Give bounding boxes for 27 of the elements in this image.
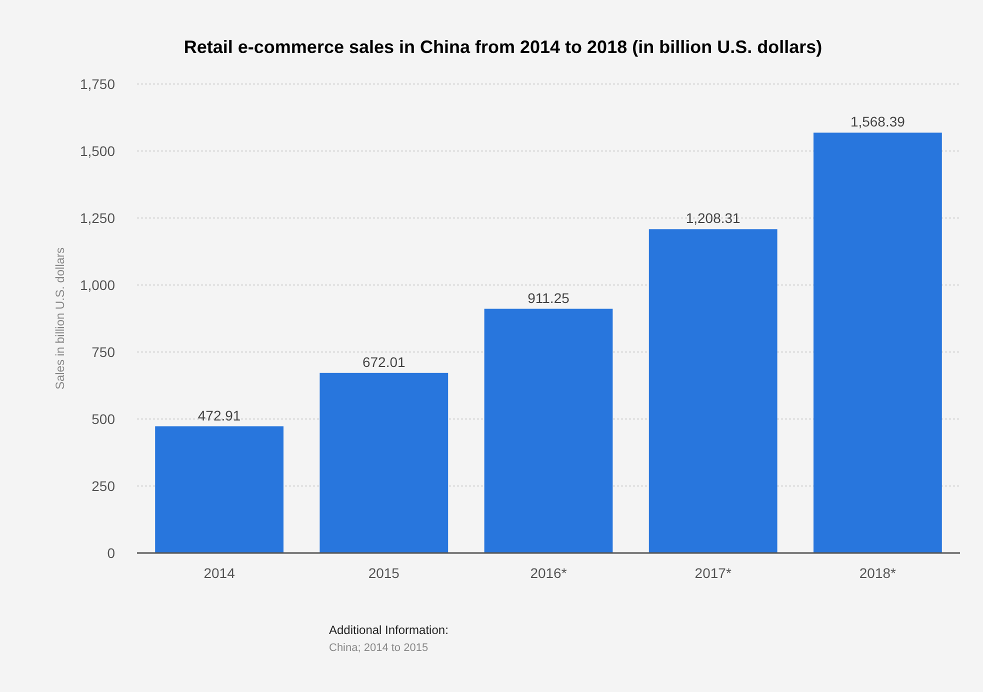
y-tick-label: 1,500: [80, 142, 116, 159]
y-tick-label: 750: [92, 344, 116, 360]
y-axis-title: Sales in billion U.S. dollars: [53, 247, 67, 390]
x-tick-label: 2018*: [859, 565, 897, 581]
x-tick-label: 2014: [204, 565, 236, 581]
x-tick-label: 2016*: [530, 565, 568, 581]
bar: [484, 308, 613, 553]
data-label: 472.91: [198, 407, 241, 424]
bar: [814, 132, 942, 553]
text: Additional Information:: [329, 623, 448, 637]
bar: [648, 229, 778, 553]
x-tick-label: 2017*: [694, 565, 732, 581]
data-label: 911.25: [528, 290, 570, 306]
data-label: 672.01: [362, 354, 406, 370]
y-tick-label: 0: [107, 544, 116, 561]
bar: [155, 426, 284, 553]
y-tick-label: 1,750: [80, 76, 116, 92]
y-tick-label: 500: [92, 410, 116, 427]
data-label: 1,208.31: [686, 210, 741, 226]
bar: [320, 372, 448, 553]
y-tick-label: 250: [92, 478, 116, 494]
y-tick-label: 1,250: [80, 210, 116, 226]
text: China; 2014 to 2015: [329, 642, 428, 654]
x-tick-label: 2015: [368, 565, 400, 581]
data-label: 1,568.39: [850, 114, 906, 130]
y-tick-label: 1,000: [80, 276, 116, 293]
chart-title: Retail e-commerce sales in China from 2014 to 2018 (in billion U.S. dollars): [184, 37, 822, 57]
